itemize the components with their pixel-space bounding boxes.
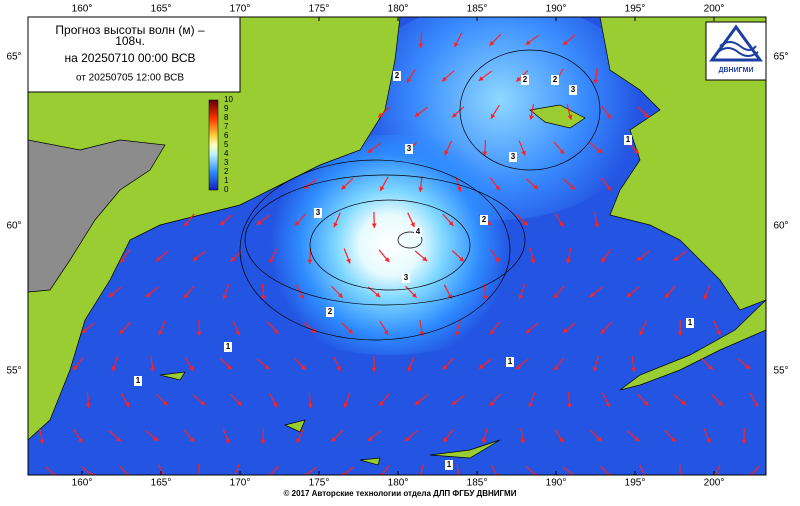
lat-label: 60° (6, 221, 21, 232)
lat-label: 65° (6, 52, 21, 63)
footer: © 2017 Авторские технологии отдела ДЛП Ф… (284, 489, 517, 498)
contour-label: 1 (626, 135, 631, 144)
lon-label: 195° (625, 478, 646, 489)
lon-label: 180° (388, 478, 409, 489)
arrow-head (197, 476, 202, 480)
contour-label: 1 (226, 342, 231, 351)
colorbar-label: 4 (224, 149, 229, 158)
lon-label: 200° (704, 478, 725, 489)
lon-label: 170° (230, 478, 251, 489)
lon-label: 160° (72, 4, 93, 15)
colorbar-label: 5 (224, 140, 229, 149)
lon-label: 175° (309, 4, 330, 15)
contour-label: 2 (482, 215, 487, 224)
contour-label: 3 (407, 144, 412, 153)
title-line: от 20250705 12:00 ВСВ (76, 73, 184, 84)
contour-label: 2 (395, 71, 400, 80)
contour-label: 3 (571, 85, 576, 94)
lat-label: 55° (6, 366, 21, 377)
contour-label: 1 (508, 357, 513, 366)
arrow-head (456, 475, 461, 480)
colorbar (209, 100, 218, 190)
lon-label: 160° (72, 478, 93, 489)
colorbar-label: 10 (224, 95, 233, 104)
lon-label: 175° (309, 478, 330, 489)
colorbar-label: 8 (224, 113, 229, 122)
colorbar-label: 7 (224, 122, 229, 131)
colorbar-label: 3 (224, 158, 229, 167)
lon-label: 180° (388, 4, 409, 15)
contour-label: 3 (316, 208, 321, 217)
lat-label: 55° (773, 366, 788, 377)
arrow-head (678, 475, 683, 480)
colorbar-label: 1 (224, 176, 229, 185)
contour-label: 2 (523, 75, 528, 84)
colorbar-label: 6 (224, 131, 229, 140)
lon-label: 185° (467, 4, 488, 15)
title-line: 108ч. (115, 34, 145, 48)
logo-text: ДВНИГМИ (719, 67, 754, 74)
lon-label: 195° (625, 4, 646, 15)
contour-label: 1 (447, 460, 452, 469)
lon-label: 170° (230, 4, 251, 15)
contour-label: 1 (688, 318, 693, 327)
lon-label: 200° (704, 4, 725, 15)
lat-label: 60° (773, 221, 788, 232)
contour-label: 3 (511, 152, 516, 161)
contour-label: 1 (136, 376, 141, 385)
lat-label: 65° (773, 52, 788, 63)
contour-label: 3 (404, 273, 409, 282)
contour-label: 2 (328, 307, 333, 316)
colorbar-label: 2 (224, 167, 229, 176)
colorbar-label: 9 (224, 104, 229, 113)
contour-label: 4 (416, 227, 421, 236)
contour-label: 2 (553, 75, 558, 84)
lon-label: 165° (151, 478, 172, 489)
colorbar-label: 0 (224, 185, 229, 194)
lon-label: 190° (546, 478, 567, 489)
lon-label: 190° (546, 4, 567, 15)
lon-label: 165° (151, 4, 172, 15)
title-line: на 20250710 00:00 ВСВ (65, 51, 196, 65)
lon-label: 185° (467, 478, 488, 489)
